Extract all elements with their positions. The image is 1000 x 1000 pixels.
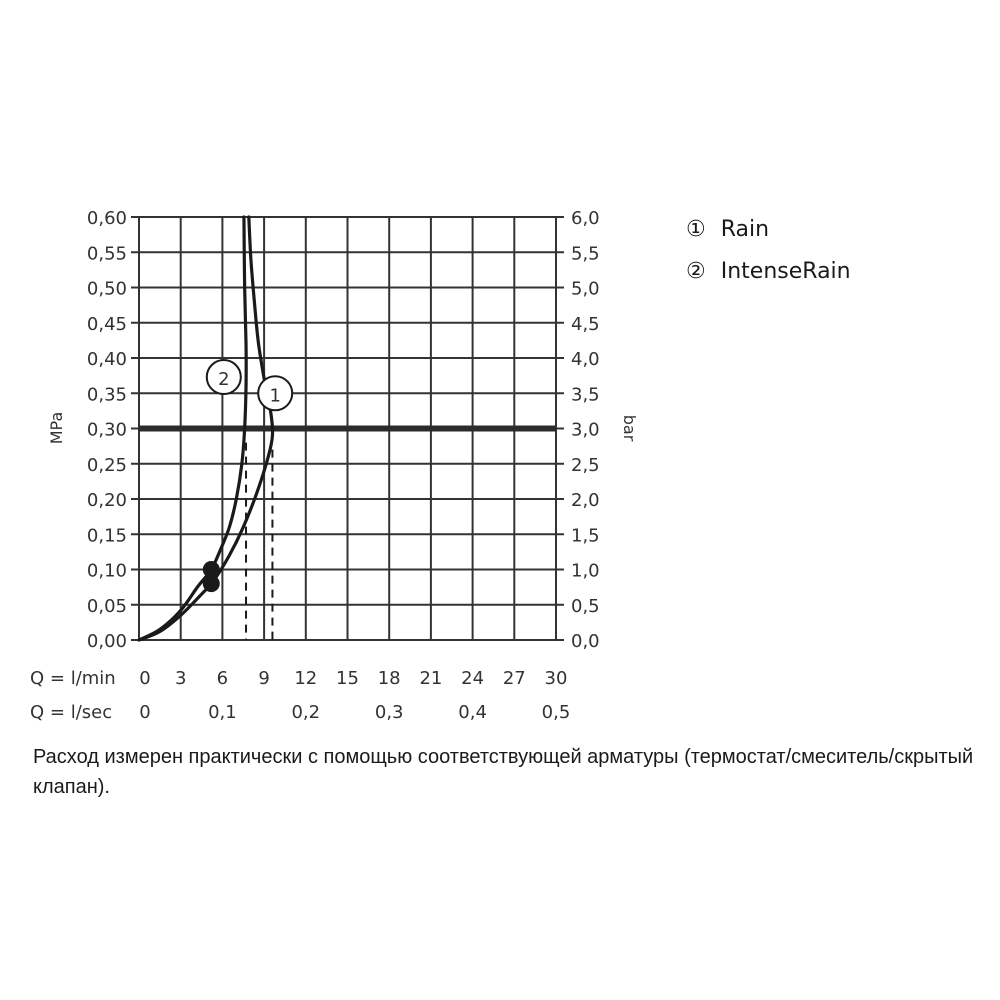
x-axis-secondary-title: Q = l/sec — [30, 702, 112, 723]
y-tick-label-right-12: 6,0 — [571, 208, 600, 229]
y-tick-label-right-6: 3,0 — [571, 420, 600, 441]
y-tick-label-left-5: 0,25 — [87, 455, 127, 476]
y-tick-label-left-0: 0,00 — [87, 631, 127, 652]
legend-symbol-rain: ① — [686, 217, 706, 242]
x-tick-label-secondary-2: 0,2 — [291, 702, 320, 723]
curve-marker-label-rain: 1 — [269, 385, 280, 406]
y-axis-right-title: bar — [620, 415, 639, 442]
operating-point-dot-0 — [202, 561, 220, 578]
operating-point-dot-1 — [202, 575, 220, 593]
curve-markers: 12 — [202, 359, 294, 593]
x-tick-label-main-8: 24 — [461, 668, 484, 689]
x-tick-label-secondary-0: 0 — [139, 702, 150, 723]
y-tick-label-right-2: 1,0 — [571, 561, 600, 582]
y-tick-label-right-8: 4,0 — [571, 349, 600, 370]
series-curves — [137, 215, 275, 642]
x-tick-label-main-0: 0 — [139, 668, 150, 689]
flow-measurement-note: Расход измерен практически с помощью соо… — [33, 746, 974, 798]
curve-marker-circle-rain — [257, 375, 294, 412]
legend-label-intenserain: IntenseRain — [721, 259, 851, 284]
curve-intenserain — [137, 215, 248, 642]
y-tick-label-right-7: 3,5 — [571, 384, 600, 405]
x-tick-label-main-9: 27 — [503, 668, 526, 689]
x-tick-label-main-6: 18 — [378, 668, 401, 689]
x-tick-label-main-10: 30 — [545, 668, 568, 689]
x-tick-label-main-4: 12 — [294, 668, 317, 689]
y-tick-label-left-2: 0,10 — [87, 561, 127, 582]
legend-symbol-intenserain: ② — [686, 259, 706, 284]
y-tick-label-left-6: 0,30 — [87, 420, 127, 441]
x-tick-label-main-7: 21 — [419, 668, 442, 689]
legend-label-rain: Rain — [721, 217, 769, 242]
x-tick-label-main-5: 15 — [336, 668, 359, 689]
y-tick-label-left-1: 0,05 — [87, 596, 127, 617]
grid — [131, 216, 564, 641]
y-tick-label-right-3: 1,5 — [571, 525, 600, 546]
legend-item-intenserain: ② IntenseRain — [686, 259, 851, 284]
curve-marker-label-intenserain: 2 — [218, 369, 229, 390]
curve-marker-circle-intenserain — [205, 359, 242, 396]
x-axis-main-title: Q = l/min — [30, 668, 116, 689]
y-tick-label-left-11: 0,55 — [87, 243, 127, 264]
y-tick-label-right-4: 2,0 — [571, 490, 600, 511]
x-tick-label-main-2: 6 — [217, 668, 228, 689]
y-axis-left-title: MPa — [47, 412, 66, 445]
y-tick-label-right-9: 4,5 — [571, 314, 600, 335]
y-tick-label-right-10: 5,0 — [571, 279, 600, 300]
y-tick-label-right-0: 0,0 — [571, 631, 600, 652]
x-tick-label-main-3: 9 — [258, 668, 269, 689]
x-tick-label-secondary-5: 0,5 — [542, 702, 571, 723]
x-tick-label-main-1: 3 — [175, 668, 186, 689]
x-tick-label-secondary-3: 0,3 — [375, 702, 404, 723]
y-tick-label-left-3: 0,15 — [87, 525, 127, 546]
y-tick-label-right-11: 5,5 — [571, 243, 600, 264]
y-tick-label-left-4: 0,20 — [87, 490, 127, 511]
x-tick-label-secondary-4: 0,4 — [458, 702, 487, 723]
legend: ① Rain ② IntenseRain — [686, 217, 851, 284]
tick-labels: 0,00 0,00,05 0,50,10 1,00,15 1,50,20 2,00,25 2… — [87, 208, 600, 723]
y-tick-label-left-9: 0,45 — [87, 314, 127, 335]
legend-item-rain: ① Rain — [686, 217, 769, 242]
y-tick-label-right-5: 2,5 — [571, 455, 600, 476]
x-tick-label-secondary-1: 0,1 — [208, 702, 237, 723]
y-tick-label-left-7: 0,35 — [87, 384, 127, 405]
y-tick-label-left-10: 0,50 — [87, 279, 127, 300]
y-tick-label-left-8: 0,40 — [87, 349, 127, 370]
curve-rain — [137, 215, 275, 642]
y-tick-label-left-12: 0,60 — [87, 208, 127, 229]
y-tick-label-right-1: 0,5 — [571, 596, 600, 617]
